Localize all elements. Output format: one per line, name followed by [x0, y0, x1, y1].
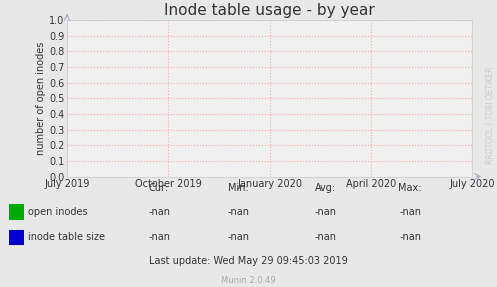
Text: open inodes: open inodes	[28, 207, 87, 216]
Text: RRDTOOL / TOBI OETIKER: RRDTOOL / TOBI OETIKER	[486, 66, 495, 164]
Text: -nan: -nan	[315, 232, 336, 242]
Text: Cur:: Cur:	[149, 183, 169, 193]
Text: Munin 2.0.49: Munin 2.0.49	[221, 276, 276, 285]
Text: Avg:: Avg:	[315, 183, 336, 193]
Text: inode table size: inode table size	[28, 232, 105, 242]
Text: -nan: -nan	[399, 207, 421, 216]
Text: -nan: -nan	[148, 232, 170, 242]
Title: Inode table usage - by year: Inode table usage - by year	[164, 3, 375, 18]
Text: Min:: Min:	[228, 183, 249, 193]
Y-axis label: number of open inodes: number of open inodes	[36, 42, 46, 155]
Text: -nan: -nan	[315, 207, 336, 216]
Text: Last update: Wed May 29 09:45:03 2019: Last update: Wed May 29 09:45:03 2019	[149, 256, 348, 266]
Text: Max:: Max:	[398, 183, 422, 193]
Text: -nan: -nan	[399, 232, 421, 242]
Text: -nan: -nan	[228, 232, 249, 242]
Text: -nan: -nan	[228, 207, 249, 216]
Text: -nan: -nan	[148, 207, 170, 216]
